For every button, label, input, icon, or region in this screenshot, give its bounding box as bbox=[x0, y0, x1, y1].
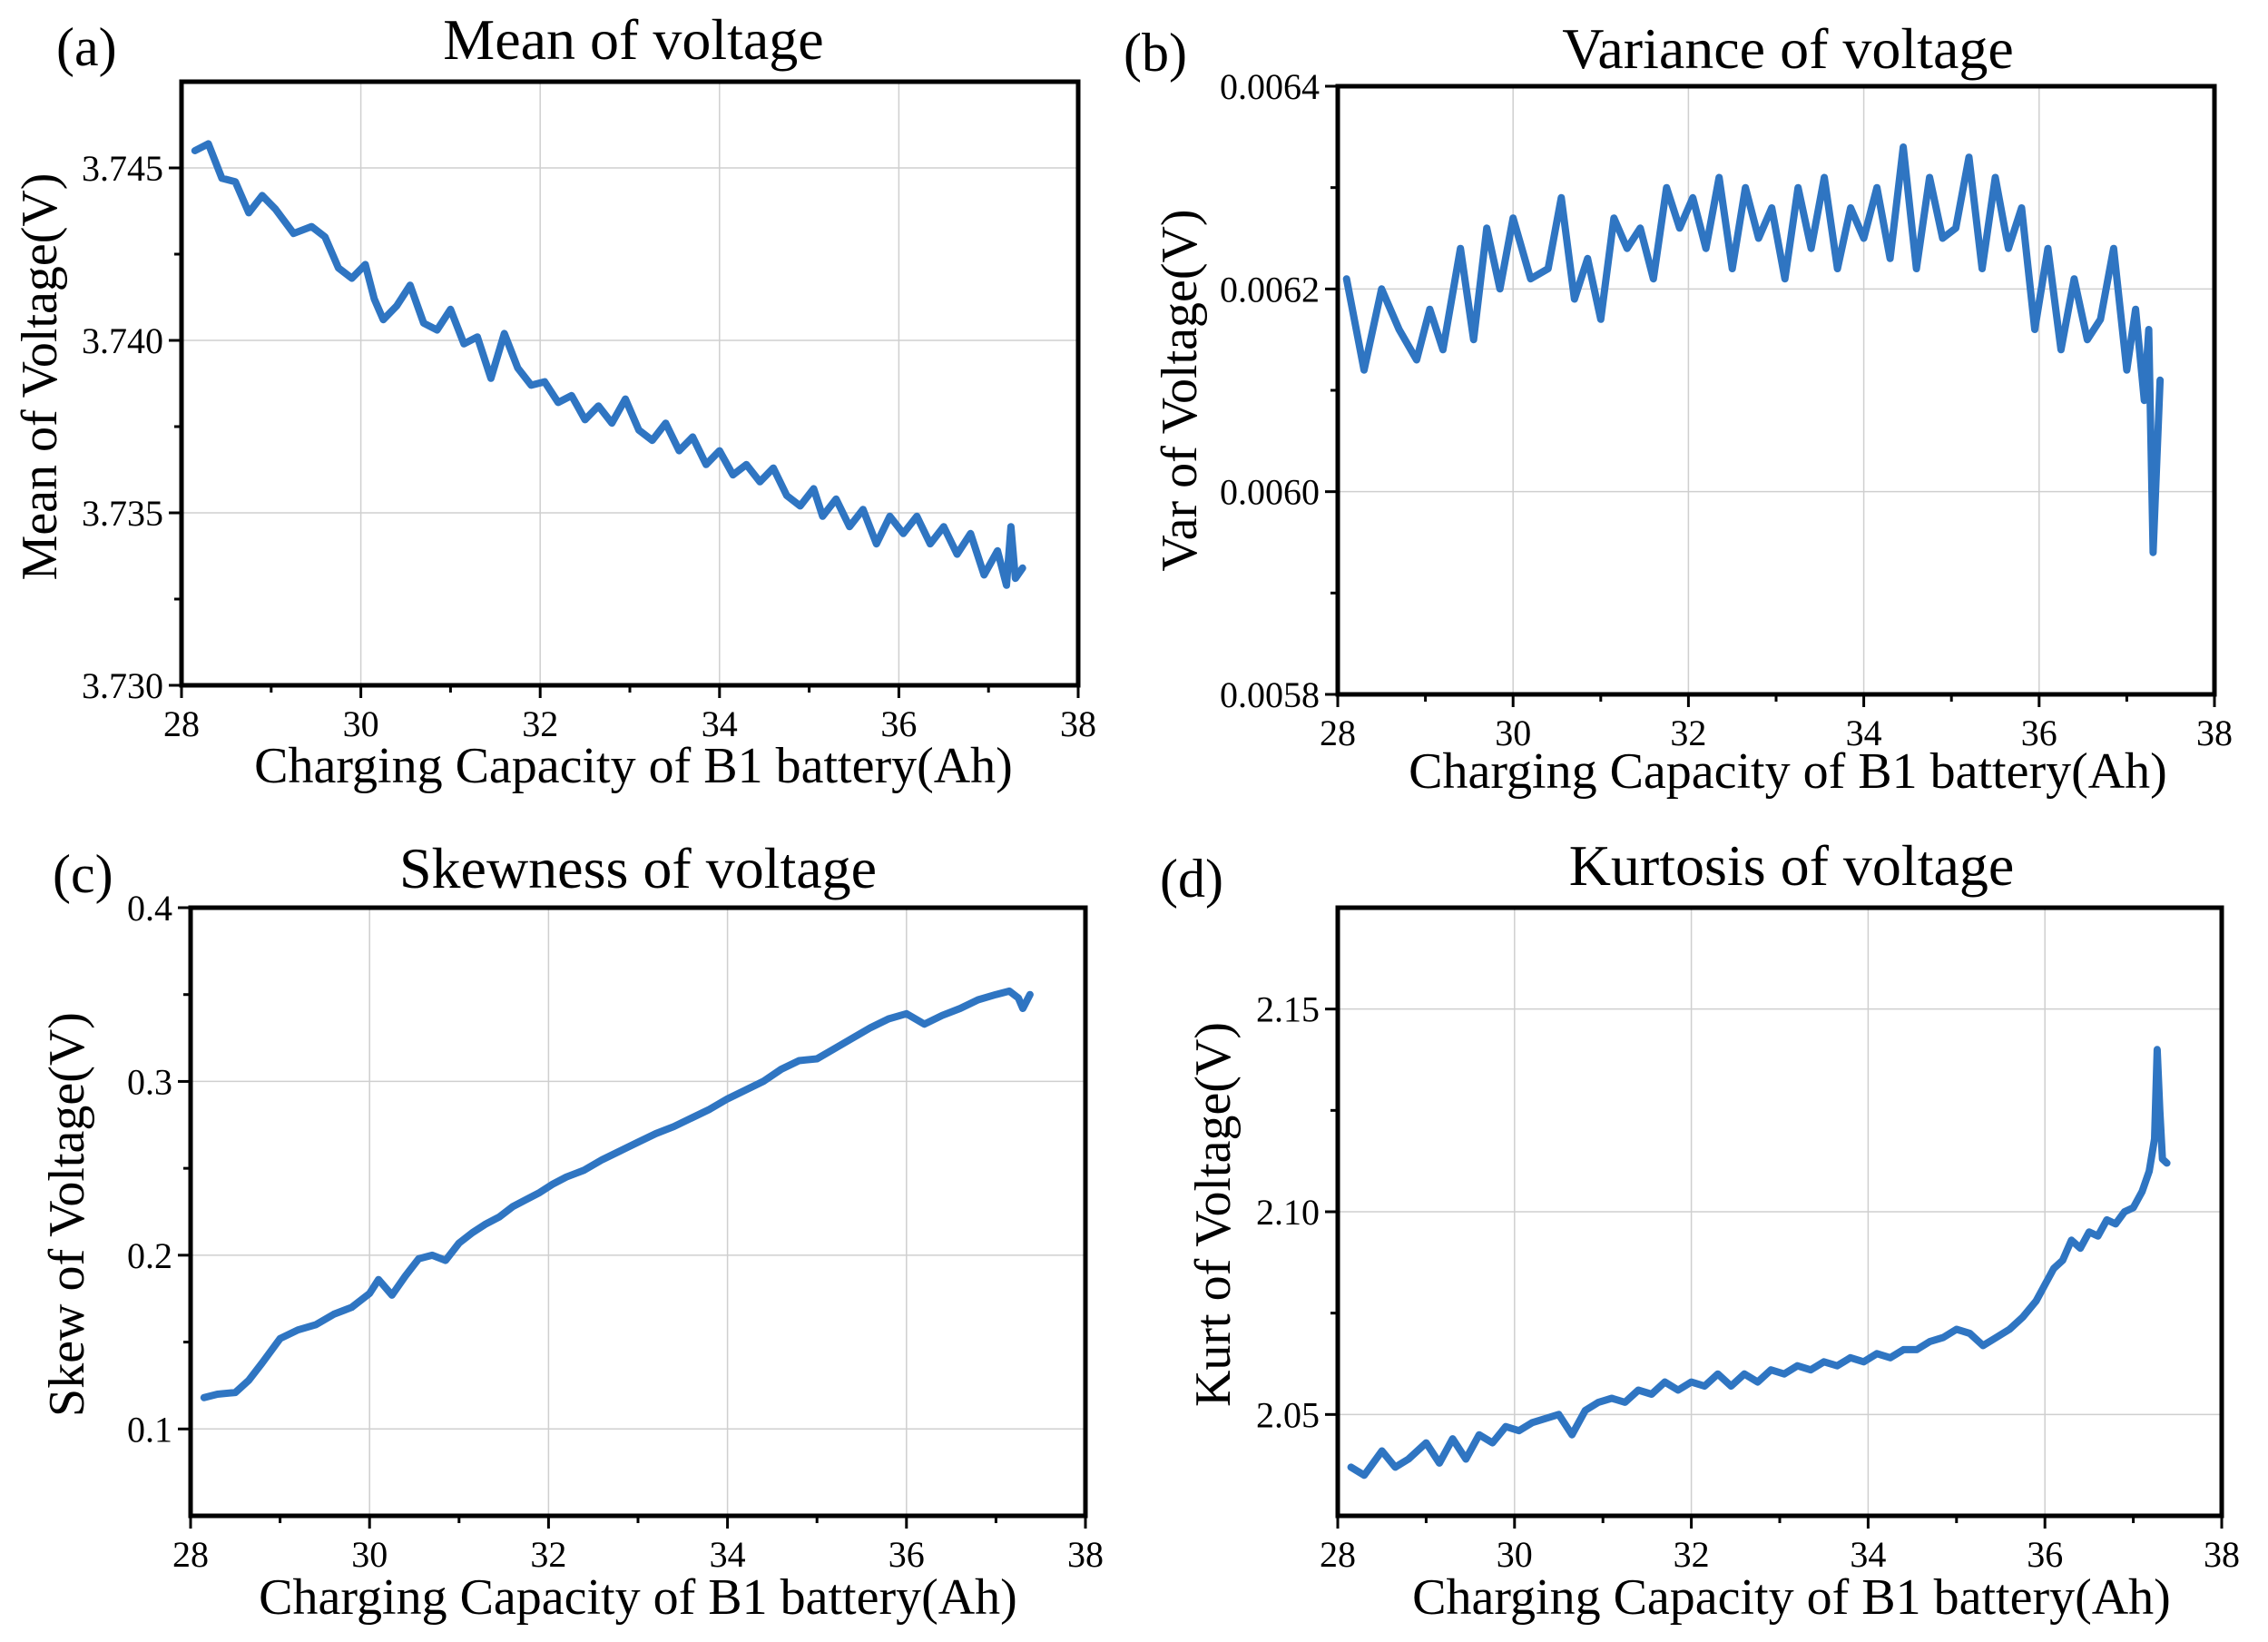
panel-c-x-tick-label-2: 32 bbox=[530, 1534, 566, 1575]
panel-a-x-tick-label-2: 32 bbox=[522, 703, 558, 744]
panel-b-y-tick-label-3: 0.0064 bbox=[1220, 66, 1320, 107]
panel-a: (a) Mean of voltage Charging Capacity of… bbox=[12, 7, 1096, 794]
panel-b: (b) Variance of voltage Charging Capacit… bbox=[1124, 16, 2233, 800]
panel-d-x-tick-label-4: 36 bbox=[2027, 1534, 2063, 1575]
panel-a-y-tick-label-2: 3.740 bbox=[82, 320, 163, 361]
panel-b-x-tick-label-4: 36 bbox=[2021, 713, 2057, 753]
panel-c-plot-frame bbox=[188, 905, 1088, 1519]
panel-b-grid bbox=[1337, 85, 2215, 695]
panel-a-x-tick-label-0: 28 bbox=[163, 703, 200, 744]
panel-c-y-axis-label: Skew of Voltage(V) bbox=[39, 1012, 95, 1417]
panel-a-x-axis-label: Charging Capacity of B1 battery(Ah) bbox=[254, 738, 1013, 794]
panel-b-title: Variance of voltage bbox=[1562, 16, 2014, 81]
panel-a-x-tick-label-4: 36 bbox=[880, 703, 917, 744]
panel-a-label: (a) bbox=[56, 17, 117, 77]
panel-b-x-tick-label-5: 38 bbox=[2196, 713, 2233, 753]
panel-b-y-tick-label-2: 0.0062 bbox=[1220, 269, 1320, 310]
panel-d-x-axis-label: Charging Capacity of B1 battery(Ah) bbox=[1412, 1569, 2171, 1626]
panel-d-y-axis-label: Kurt of Voltage(V) bbox=[1185, 1022, 1242, 1407]
panel-c-y-tick-label-3: 0.4 bbox=[127, 888, 172, 929]
panel-b-series-line-0 bbox=[1342, 143, 2165, 556]
panel-b-x-tick-label-1: 30 bbox=[1495, 713, 1531, 753]
panel-a-y-tick-label-0: 3.730 bbox=[82, 665, 163, 706]
panel-c-y-tick-label-2: 0.3 bbox=[127, 1061, 172, 1102]
panel-c-series-line-0 bbox=[200, 987, 1034, 1401]
panel-d-y-tick-label-2: 2.15 bbox=[1256, 989, 1320, 1030]
panel-c-x-tick-label-0: 28 bbox=[172, 1534, 209, 1575]
panel-a-y-tick-label-1: 3.735 bbox=[82, 493, 163, 534]
panel-c-x-tick-label-3: 34 bbox=[710, 1534, 746, 1575]
panel-a-x-tick-label-5: 38 bbox=[1060, 703, 1096, 744]
panel-a-y-tick-label-3: 3.745 bbox=[82, 148, 163, 189]
panel-d-series-line-0 bbox=[1347, 1046, 2171, 1480]
panel-b-y-tick-label-1: 0.0060 bbox=[1220, 472, 1320, 513]
panel-d-y-tick-label-1: 2.10 bbox=[1256, 1192, 1320, 1233]
panel-c-title: Skewness of voltage bbox=[399, 836, 877, 900]
panel-c-x-tick-label-1: 30 bbox=[351, 1534, 388, 1575]
panel-d-y-tick-label-0: 2.05 bbox=[1256, 1394, 1320, 1435]
panel-d-x-tick-label-0: 28 bbox=[1320, 1534, 1356, 1575]
panel-d-grid bbox=[1337, 908, 2223, 1516]
panel-b-x-tick-label-2: 32 bbox=[1670, 713, 1706, 753]
panel-b-y-axis-label: Var of Voltage(V) bbox=[1152, 209, 1208, 571]
panel-a-grid bbox=[181, 82, 1079, 686]
panel-a-x-tick-label-1: 30 bbox=[343, 703, 379, 744]
panel-d-x-tick-label-5: 38 bbox=[2204, 1534, 2240, 1575]
panel-c-label: (c) bbox=[53, 844, 113, 904]
panel-c: (c) Skewness of voltage Charging Capacit… bbox=[39, 836, 1104, 1626]
panel-d: (d) Kurtosis of voltage Charging Capacit… bbox=[1160, 833, 2240, 1626]
panel-b-label: (b) bbox=[1124, 23, 1187, 83]
panel-b-x-axis-label: Charging Capacity of B1 battery(Ah) bbox=[1409, 743, 2167, 800]
panel-a-x-tick-label-3: 34 bbox=[702, 703, 738, 744]
panel-d-x-tick-label-3: 34 bbox=[1850, 1534, 1886, 1575]
panel-d-label: (d) bbox=[1160, 849, 1223, 909]
panel-a-title: Mean of voltage bbox=[443, 7, 823, 72]
panel-a-series-line-0 bbox=[191, 140, 1026, 589]
panel-d-x-tick-label-1: 30 bbox=[1497, 1534, 1533, 1575]
panel-c-grid bbox=[190, 907, 1086, 1516]
panel-b-y-tick-label-0: 0.0058 bbox=[1220, 674, 1320, 715]
panel-b-plot-frame bbox=[1335, 84, 2217, 697]
panel-c-x-tick-label-5: 38 bbox=[1067, 1534, 1104, 1575]
panel-c-x-axis-label: Charging Capacity of B1 battery(Ah) bbox=[259, 1569, 1017, 1626]
panel-d-x-tick-label-2: 32 bbox=[1674, 1534, 1710, 1575]
panel-c-x-tick-label-4: 36 bbox=[889, 1534, 925, 1575]
panel-c-y-tick-label-1: 0.2 bbox=[127, 1235, 172, 1276]
panel-c-y-tick-label-0: 0.1 bbox=[127, 1409, 172, 1450]
panel-a-y-axis-label: Mean of Voltage(V) bbox=[12, 173, 68, 581]
panel-d-title: Kurtosis of voltage bbox=[1569, 833, 2015, 898]
panel-b-x-tick-label-0: 28 bbox=[1320, 713, 1356, 753]
panel-a-plot-frame bbox=[179, 79, 1081, 688]
panel-b-x-tick-label-3: 34 bbox=[1846, 713, 1882, 753]
